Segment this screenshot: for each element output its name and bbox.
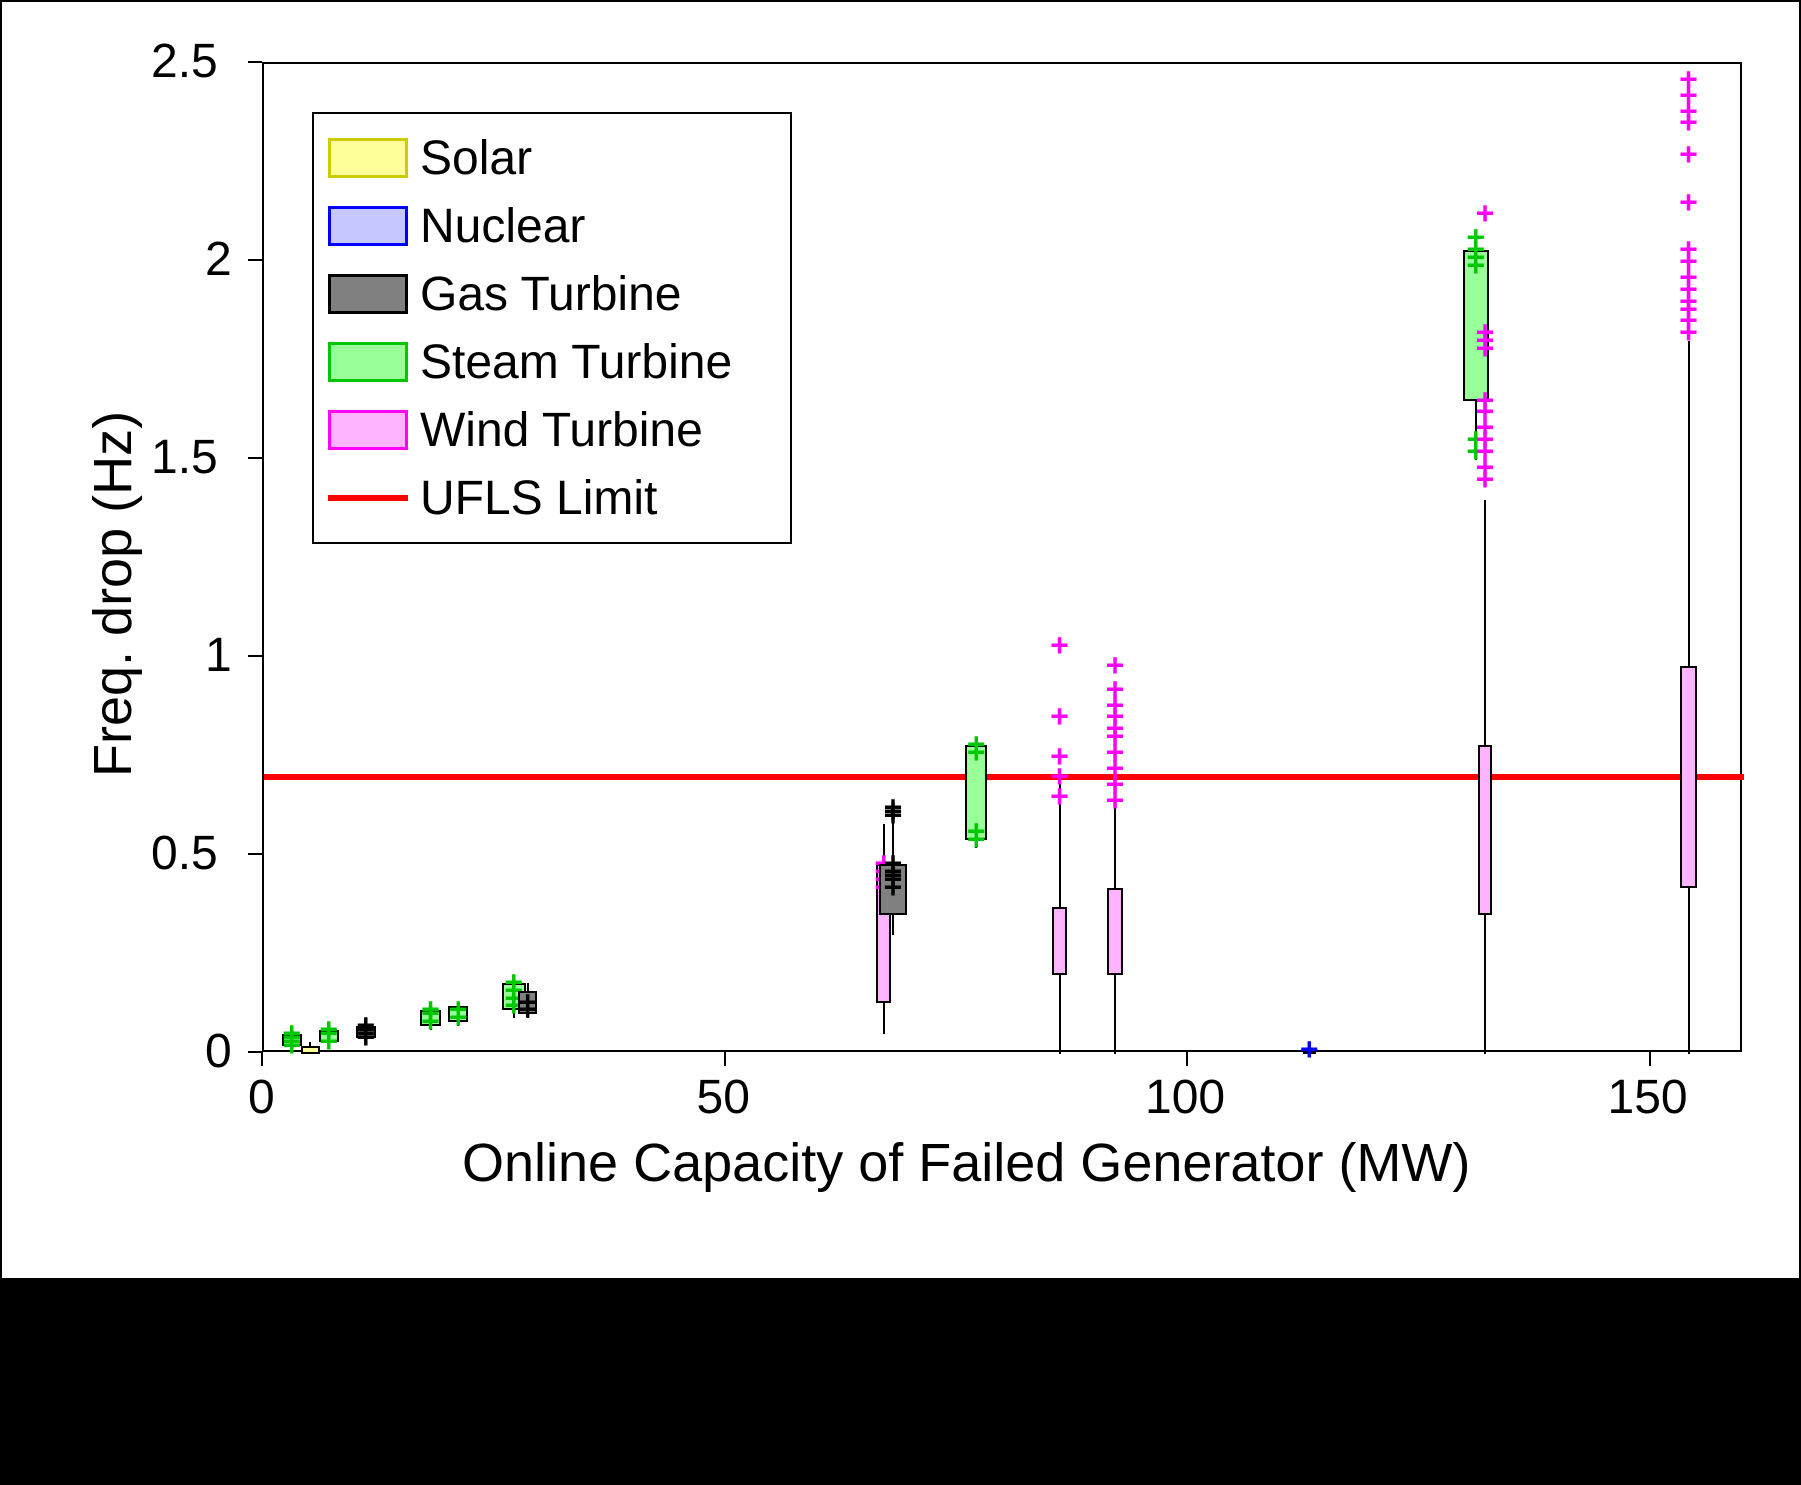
legend-label: Gas Turbine <box>420 267 681 322</box>
y-tick <box>248 61 262 63</box>
x-tick <box>1186 1052 1188 1066</box>
x-tick-label: 100 <box>1145 1070 1225 1125</box>
ufls-limit-line <box>264 774 1744 780</box>
y-tick-label: 1.5 <box>151 430 218 485</box>
legend-line <box>328 495 408 501</box>
y-tick-label: 1 <box>205 628 232 683</box>
legend-label: Wind Turbine <box>420 403 703 458</box>
x-tick <box>724 1052 726 1066</box>
legend-label: Nuclear <box>420 199 585 254</box>
y-tick-label: 0.5 <box>151 826 218 881</box>
figure-panel: ++++++++++++++++++++++++++++++++++++++++… <box>0 0 1801 1280</box>
x-tick-label: 150 <box>1608 1070 1688 1125</box>
boxplot-box <box>1680 666 1697 888</box>
y-tick <box>248 655 262 657</box>
y-tick-label: 2.5 <box>151 34 218 89</box>
legend-item: Gas Turbine <box>328 260 774 328</box>
y-tick-label: 2 <box>205 232 232 287</box>
legend-item: Solar <box>328 124 774 192</box>
y-tick <box>248 853 262 855</box>
legend-swatch <box>328 410 408 450</box>
y-tick <box>248 259 262 261</box>
x-tick <box>1649 1052 1651 1066</box>
boxplot-box <box>1478 745 1493 915</box>
figure: ++++++++++++++++++++++++++++++++++++++++… <box>0 0 1801 1485</box>
legend-item: UFLS Limit <box>328 464 774 532</box>
x-tick <box>261 1052 263 1066</box>
boxplot-box <box>1052 907 1067 974</box>
x-axis-label: Online Capacity of Failed Generator (MW) <box>462 1132 1470 1194</box>
legend-item: Steam Turbine <box>328 328 774 396</box>
legend-item: Wind Turbine <box>328 396 774 464</box>
legend-label: Steam Turbine <box>420 335 732 390</box>
legend-item: Nuclear <box>328 192 774 260</box>
legend: Solar Nuclear Gas Turbine Steam Turbine Wind… <box>312 112 792 544</box>
legend-swatch <box>328 206 408 246</box>
y-tick <box>248 457 262 459</box>
y-axis-label: Freq. drop (Hz) <box>82 411 144 777</box>
boxplot-box <box>301 1046 320 1054</box>
legend-label: UFLS Limit <box>420 471 657 526</box>
boxplot-box <box>1107 888 1124 975</box>
legend-swatch <box>328 274 408 314</box>
legend-label: Solar <box>420 131 532 186</box>
y-tick-label: 0 <box>205 1024 232 1079</box>
x-tick-label: 50 <box>697 1070 750 1125</box>
legend-swatch <box>328 342 408 382</box>
legend-swatch <box>328 138 408 178</box>
y-tick <box>248 1051 262 1053</box>
x-tick-label: 0 <box>248 1070 275 1125</box>
